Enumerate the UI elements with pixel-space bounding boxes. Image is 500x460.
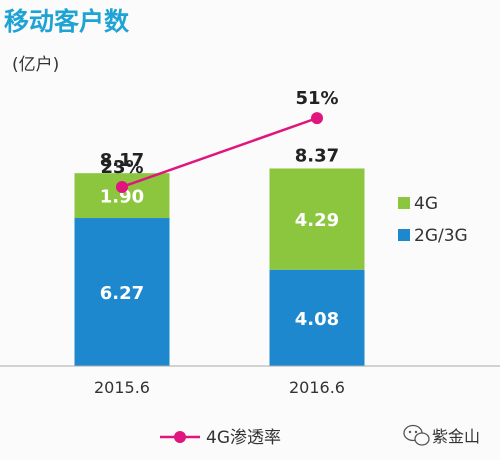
bar-2g3g-1 <box>269 269 365 366</box>
legend-swatch-2g3g <box>398 229 410 241</box>
chart-title: 移动客户数 <box>4 7 130 36</box>
watermark: 紫金山 <box>403 424 480 446</box>
bar-label-4g-1: 4.29 <box>295 210 339 231</box>
watermark-text: 紫金山 <box>432 427 480 446</box>
total-label-0: 8.17 <box>100 150 144 171</box>
penetration-line <box>121 116 318 189</box>
bars-layer: 6.27 1.90 8.17 4.08 4.29 8.37 <box>74 145 365 366</box>
bar-4g-0 <box>74 173 170 219</box>
bar-2g3g-0 <box>74 218 170 366</box>
penetration-point-0 <box>116 181 128 193</box>
legend: 4G 2G/3G <box>398 194 468 246</box>
legend-swatch-4g <box>398 197 410 209</box>
penetration-point-1 <box>311 112 323 125</box>
legend-label-4g: 4G <box>414 194 438 214</box>
penetration-legend-marker <box>174 431 186 443</box>
penetration-line-layer: 23% 51% <box>100 88 339 193</box>
bar-label-2g3g-1: 4.08 <box>295 309 339 330</box>
wechat-icon <box>403 424 430 446</box>
penetration-label-0: 23% <box>100 157 143 178</box>
bar-label-4g-0: 1.90 <box>100 187 144 208</box>
penetration-legend-label: 4G渗透率 <box>206 428 281 448</box>
total-label-1: 8.37 <box>295 145 339 166</box>
bar-label-2g3g-0: 6.27 <box>100 283 144 304</box>
x-tick-0: 2015.6 <box>94 378 150 397</box>
x-tick-1: 2016.6 <box>289 378 345 397</box>
bottom-legend: 4G渗透率 <box>160 428 281 448</box>
penetration-label-1: 51% <box>295 88 338 109</box>
legend-label-2g3g: 2G/3G <box>414 226 468 246</box>
x-tick-labels: 2015.6 2016.6 <box>94 378 345 397</box>
bar-4g-1 <box>269 168 365 270</box>
unit-label: (亿户) <box>12 55 59 75</box>
